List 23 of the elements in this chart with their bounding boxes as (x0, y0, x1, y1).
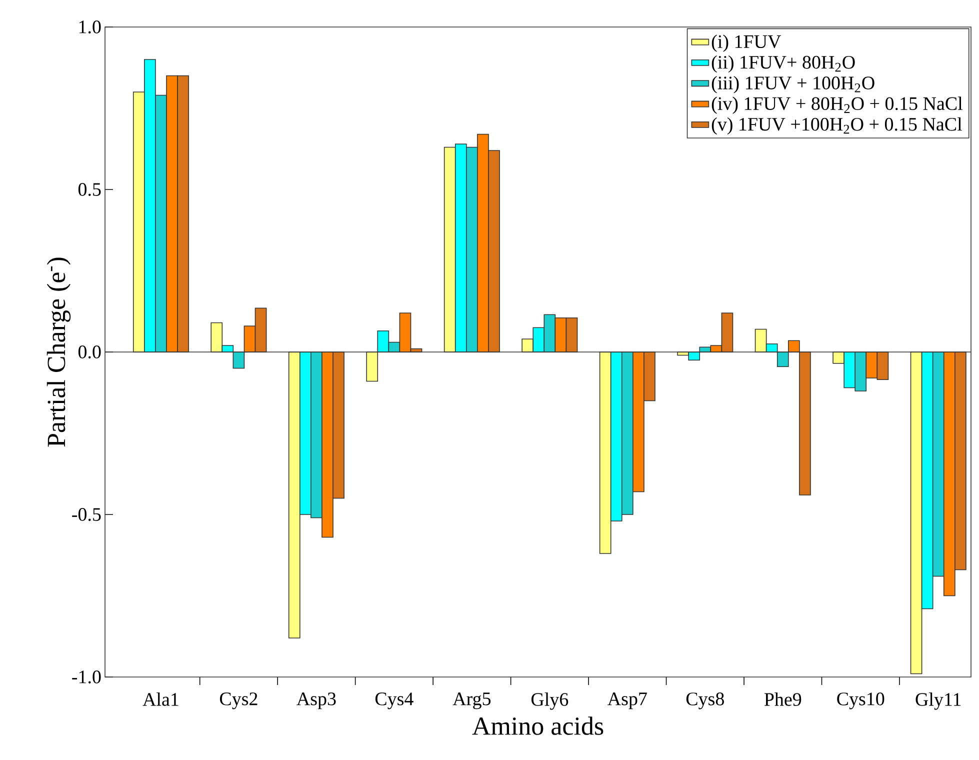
x-tick-label: Phe9 (764, 692, 802, 706)
y-tick-label: 1.0 (79, 20, 101, 34)
x-tick-label: Arg5 (452, 692, 491, 710)
x-tick-label: Cys2 (220, 692, 258, 710)
legend-label: (iv) 1FUV + 80H$_{2}$O + 0.15 NaCl (712, 96, 962, 114)
legend-label: (ii) 1FUV+ 80H$_{2}$O (712, 55, 855, 73)
legend-label: (i) 1FUV (712, 34, 782, 52)
x-tick-label: Cys10 (837, 692, 884, 710)
y-tick-label: -1.0 (72, 670, 101, 684)
y-tick-label: 0.0 (78, 346, 101, 358)
legend-label: (v) 1FUV +100H$_{2}$O + 0.15 NaCl (712, 117, 962, 135)
x-tick-label: Ala1 (142, 692, 178, 706)
y-tick-label: -0.5 (72, 508, 101, 521)
x-tick-label: Asp3 (296, 692, 336, 710)
x-tick-label: Gly11 (916, 692, 961, 710)
legend-label: (iii) 1FUV + 100H$_{2}$O (712, 76, 874, 94)
x-tick-label: Gly6 (531, 692, 568, 710)
y-axis-title: Partial Charge (e$^{-}$) (46, 258, 71, 447)
x-tick-label: Cys4 (375, 692, 414, 710)
x-tick-label: Asp7 (608, 692, 647, 710)
x-axis-title: Amino acids (472, 716, 604, 735)
x-tick-label: Cys8 (686, 692, 724, 710)
y-tick-label: 0.5 (78, 183, 101, 196)
